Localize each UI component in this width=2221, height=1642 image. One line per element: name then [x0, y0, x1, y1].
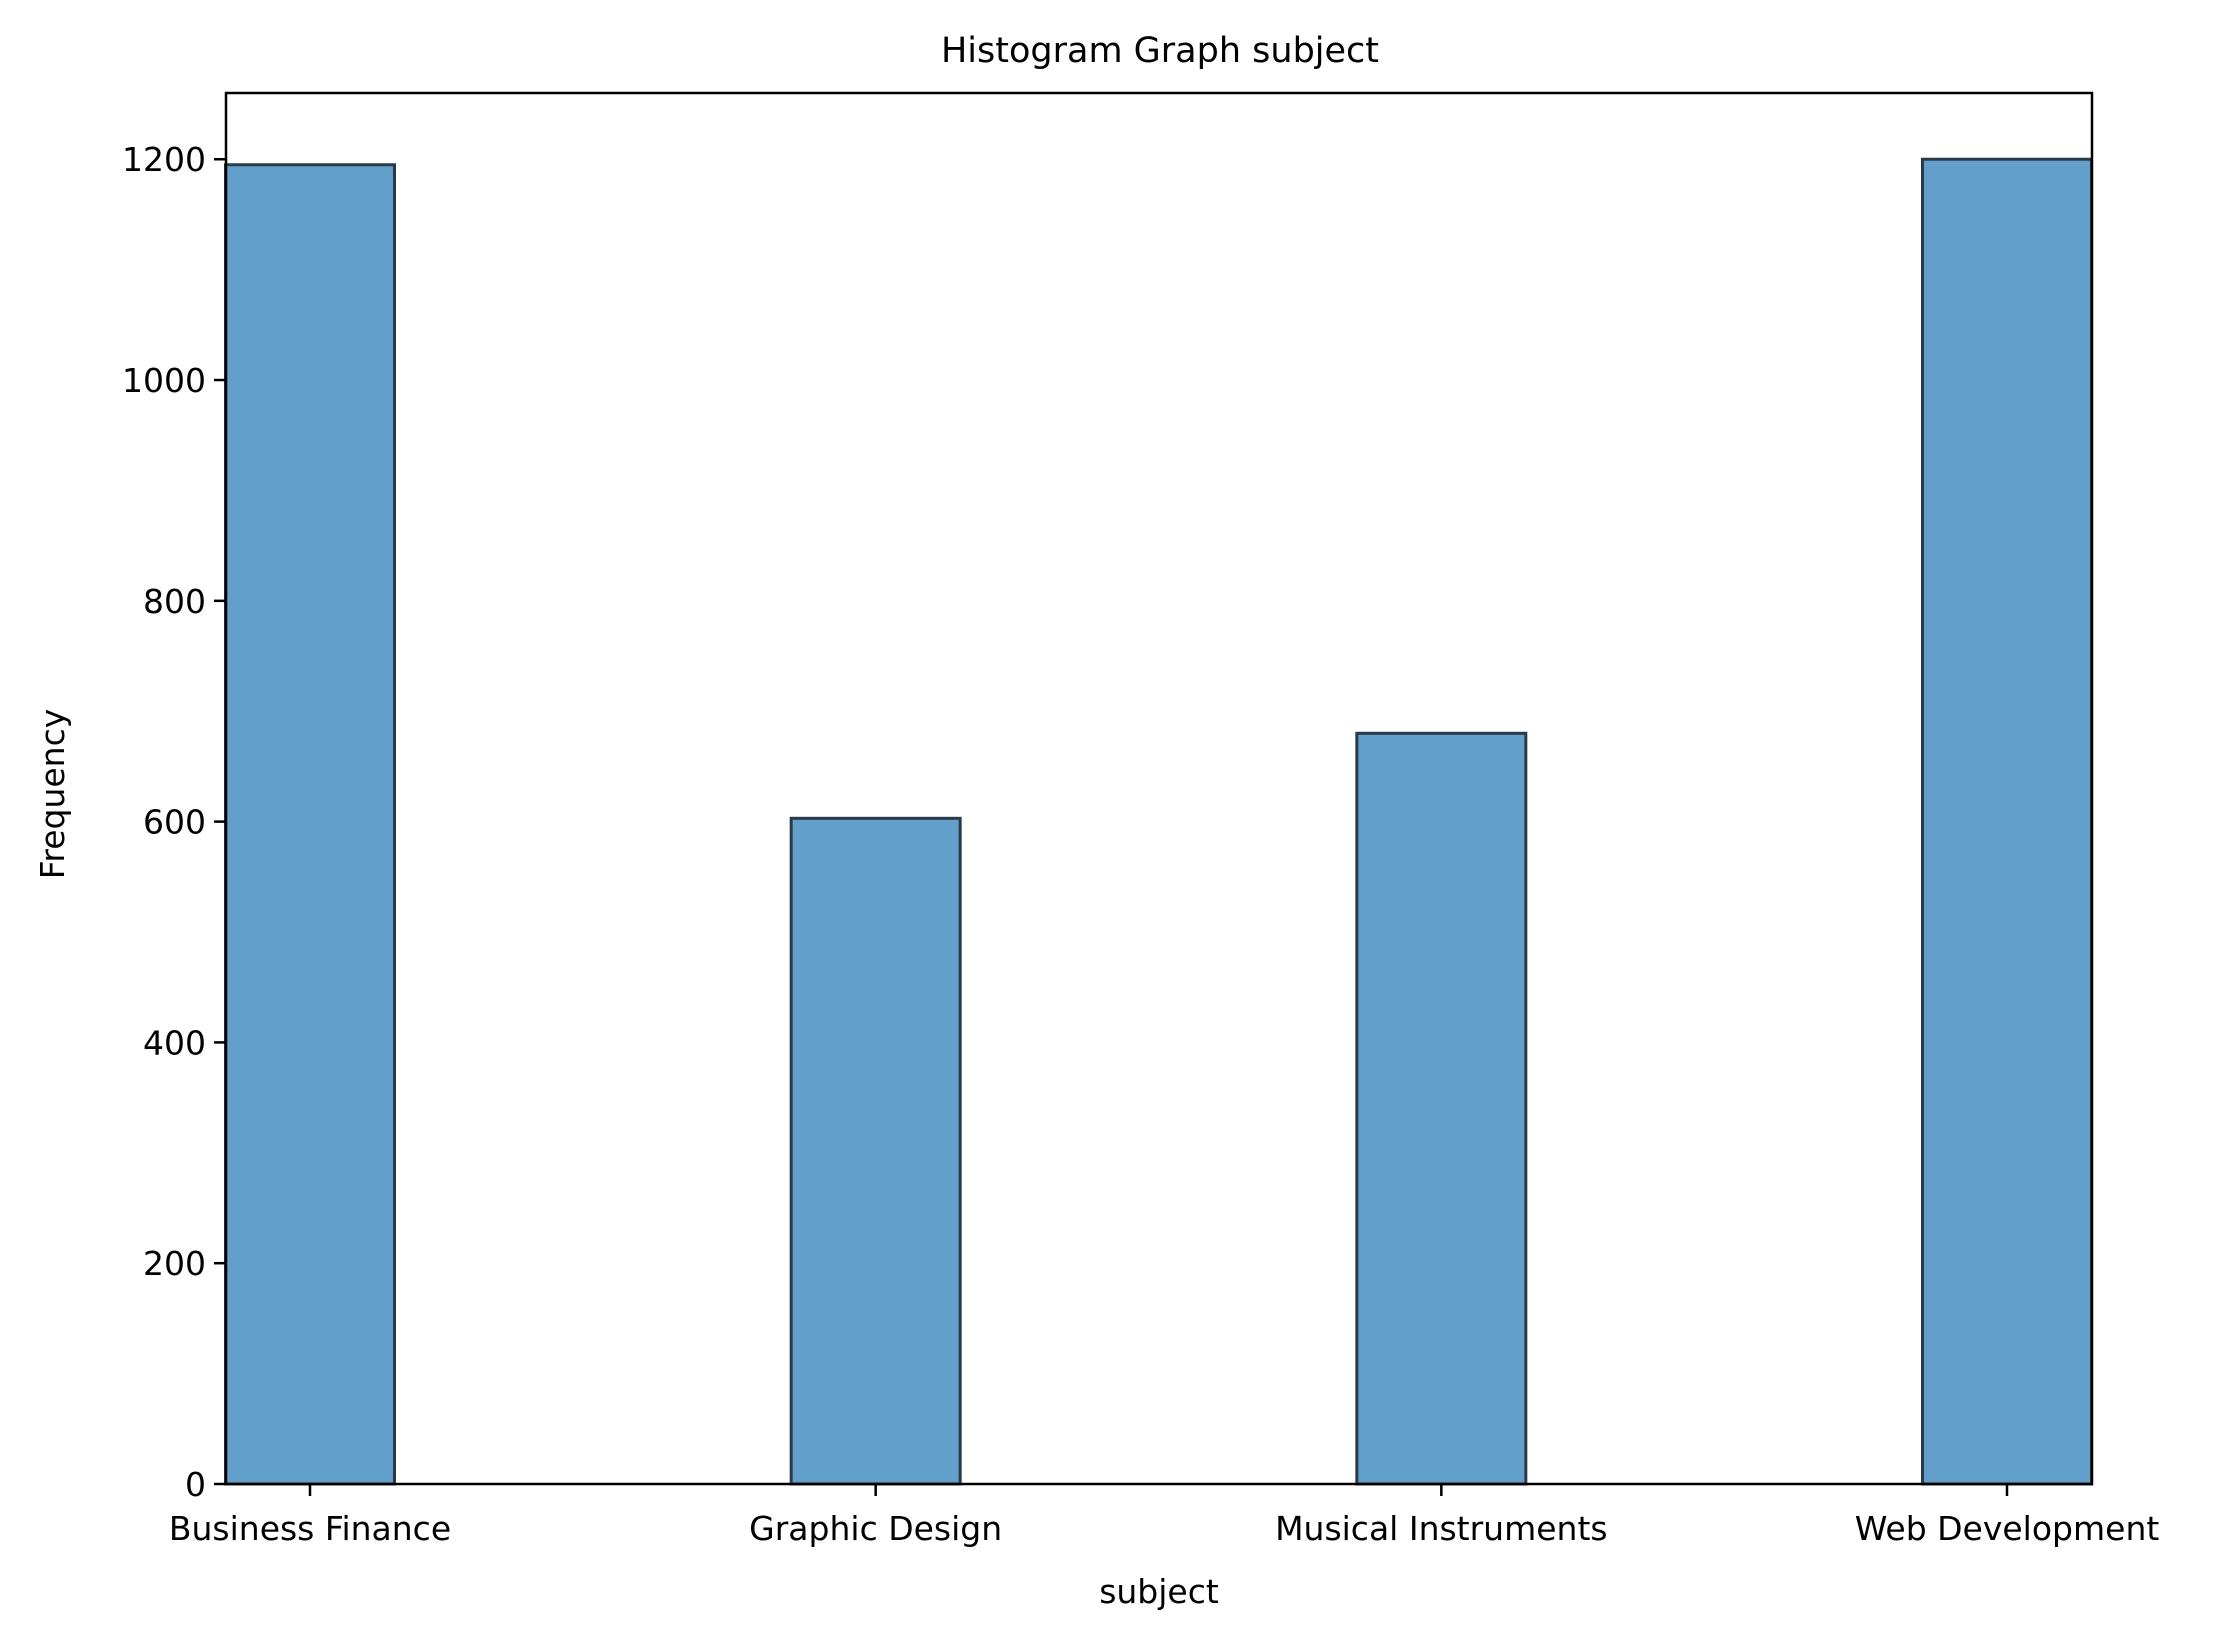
plot-frame	[224, 91, 2094, 1486]
bar-business-finance	[224, 163, 396, 1486]
y-tick-label: 400	[143, 1023, 206, 1062]
bars-group	[224, 157, 2093, 1486]
x-tick-label: Business Finance	[169, 1509, 451, 1548]
chart-title: Histogram Graph subject	[941, 31, 1379, 71]
bar-web-development	[1921, 157, 2093, 1486]
x-axis: Business Finance Graphic Design Musical In…	[169, 1484, 2159, 1548]
y-tick-label: 1200	[122, 140, 206, 179]
x-axis-label: subject	[1099, 1572, 1219, 1611]
y-axis: 0 200 400 600 800 1000 1200	[122, 140, 226, 1504]
y-axis-label: Frequency	[33, 709, 72, 879]
x-tick-label: Web Development	[1855, 1509, 2160, 1548]
y-tick-label: 0	[185, 1465, 206, 1504]
y-tick-label: 800	[143, 582, 206, 621]
bar-musical-instruments	[1355, 731, 1528, 1486]
x-tick-label: Graphic Design	[749, 1509, 1002, 1548]
x-tick-label: Musical Instruments	[1275, 1509, 1608, 1548]
y-tick-label: 600	[143, 803, 206, 842]
y-tick-label: 200	[143, 1244, 206, 1283]
y-tick-label: 1000	[122, 361, 206, 400]
bar-graphic-design	[789, 816, 962, 1486]
